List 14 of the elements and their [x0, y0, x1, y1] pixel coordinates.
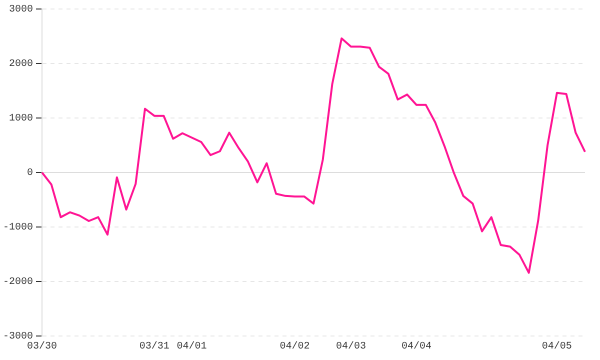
x-tick-label: 04/05: [542, 340, 572, 353]
x-tick-label: 04/01: [176, 340, 207, 353]
y-tick-label: 1000: [8, 114, 34, 125]
x-tick-label: 04/02: [280, 340, 310, 353]
y-tick-label: -1000: [2, 222, 34, 234]
y-tick-label: -3000: [2, 332, 34, 343]
y-tick-label: 3000: [8, 4, 34, 16]
y-tick-label: 0: [26, 168, 34, 180]
y-tick-label: -2000: [2, 277, 34, 288]
x-tick-label: 04/03: [336, 340, 366, 353]
x-tick-label: 04/04: [401, 340, 432, 353]
x-tick-label: 03/31: [139, 340, 170, 353]
y-tick-label: 2000: [8, 59, 34, 70]
x-tick-label: 03/30: [26, 340, 58, 353]
